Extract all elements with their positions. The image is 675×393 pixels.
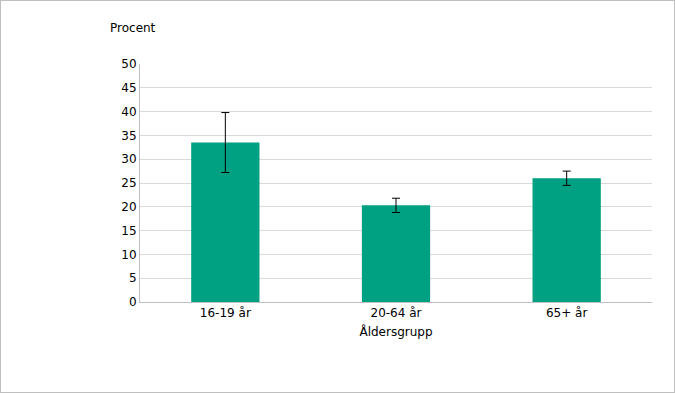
svg-text:15: 15: [121, 224, 136, 238]
svg-text:Åldersgrupp: Åldersgrupp: [359, 324, 432, 339]
svg-text:Procent: Procent: [110, 21, 156, 35]
svg-text:20: 20: [121, 200, 136, 214]
svg-text:30: 30: [121, 152, 136, 166]
svg-text:65+ år: 65+ år: [546, 306, 587, 320]
svg-text:16-19 år: 16-19 år: [200, 306, 251, 320]
svg-text:20-64 år: 20-64 år: [371, 306, 422, 320]
svg-text:40: 40: [121, 105, 136, 119]
svg-text:5: 5: [129, 271, 137, 285]
svg-text:25: 25: [121, 176, 136, 190]
svg-text:0: 0: [129, 295, 137, 309]
svg-text:35: 35: [121, 129, 136, 143]
svg-text:45: 45: [121, 81, 136, 95]
svg-text:10: 10: [121, 248, 136, 262]
svg-text:50: 50: [121, 57, 136, 71]
